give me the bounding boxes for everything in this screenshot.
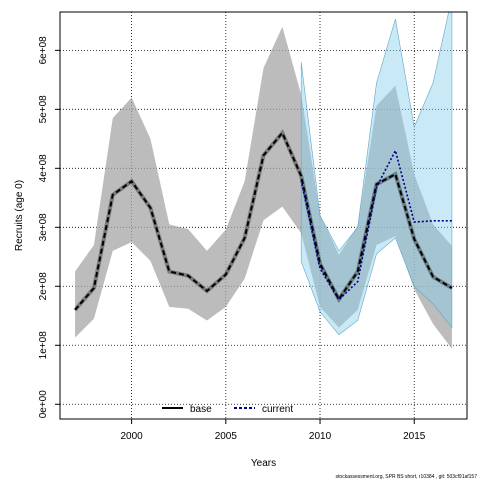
y-tick-label: 2e+08 bbox=[38, 272, 49, 301]
y-tick-label: 4e+08 bbox=[38, 154, 49, 183]
y-tick-label: 1e+08 bbox=[38, 331, 49, 360]
y-tick-label: 0e+00 bbox=[38, 390, 49, 419]
y-tick-label: 5e+08 bbox=[38, 95, 49, 124]
x-tick-label: 2005 bbox=[215, 431, 238, 442]
y-tick-label: 6e+08 bbox=[38, 36, 49, 65]
series-lines bbox=[73, 129, 453, 312]
series-line-current bbox=[300, 148, 452, 302]
legend-label-base: base bbox=[190, 404, 212, 415]
y-axis: 0e+00 1e+08 2e+08 3e+08 4e+08 5e+08 6e+08 bbox=[38, 36, 60, 418]
y-tick-label: 3e+08 bbox=[38, 213, 49, 242]
legend: base current bbox=[162, 404, 293, 415]
x-axis-title: Years bbox=[251, 458, 276, 469]
series-line-base bbox=[74, 131, 453, 311]
x-tick-label: 2010 bbox=[309, 431, 332, 442]
x-tick-label: 2015 bbox=[403, 431, 426, 442]
plot-frame bbox=[59, 11, 468, 420]
footer-credit: stockassessment.org, SPR BS short, r1038… bbox=[336, 474, 478, 480]
x-tick-label: 2000 bbox=[120, 431, 143, 442]
confidence-band-current bbox=[300, 12, 453, 336]
y-axis-title: Recruits (age 0) bbox=[14, 180, 25, 251]
x-axis: 2000 2005 2010 2015 bbox=[120, 419, 426, 442]
legend-label-current: current bbox=[262, 404, 293, 415]
